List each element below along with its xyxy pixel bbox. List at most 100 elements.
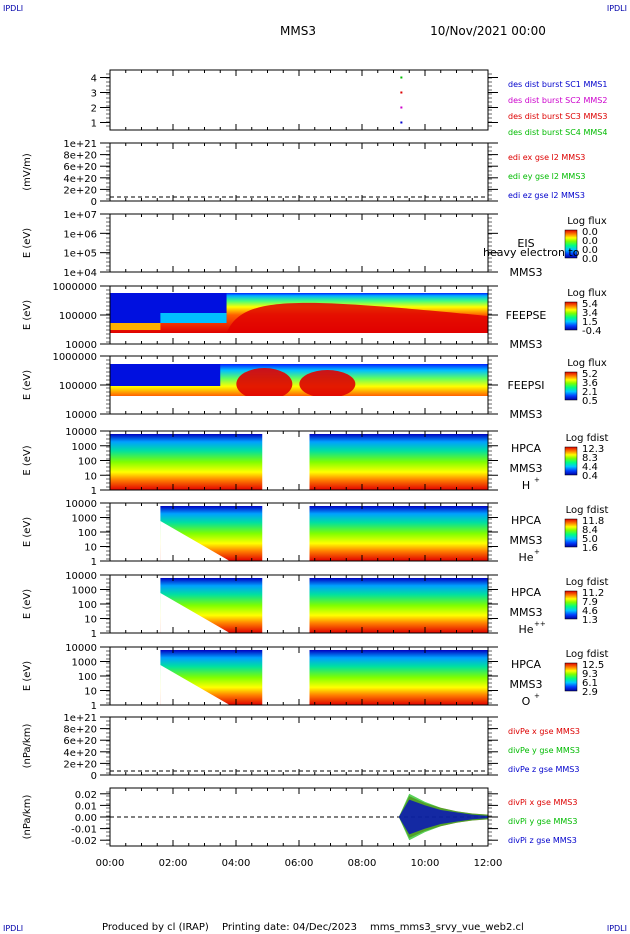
eis-colorbar-tick-label: 0.0 xyxy=(582,236,598,247)
edi-y-axis-label: (mV/m) xyxy=(22,153,33,191)
y-tick-label: 10 xyxy=(84,543,97,554)
y-tick-label: 0.00 xyxy=(75,813,97,824)
y-tick-label: 10 xyxy=(84,687,97,698)
y-tick-label: 1000 xyxy=(72,514,97,525)
y-tick-label: 1e+07 xyxy=(63,210,97,221)
feepsi-colorbar-tick-label: 0.5 xyxy=(582,396,598,407)
x-tick-label: 10:00 xyxy=(411,858,440,869)
hpca_h-instrument-label: HPCA xyxy=(511,442,542,455)
y-tick-label: 10000 xyxy=(65,410,97,421)
x-tick-label: 06:00 xyxy=(285,858,314,869)
hpca_h-species-label: H xyxy=(522,479,530,492)
corner-label-top-left: IPDLI xyxy=(3,4,24,13)
eis-overlay-text: heavy electron to xyxy=(483,246,580,259)
hpca_he2-instrument-label: HPCA xyxy=(511,586,542,599)
feepse-colorbar-tick-label: 5.4 xyxy=(582,299,598,310)
y-tick-label: 100 xyxy=(78,672,97,683)
y-tick-label: 8e+20 xyxy=(63,151,97,162)
hpca_o-instrument-label: HPCA xyxy=(511,658,542,671)
hpca_he2-low-count-wedge xyxy=(160,593,230,633)
footer-script: mms_mms3_srvy_vue_web2.cl xyxy=(370,922,524,933)
y-tick-label: 1000000 xyxy=(52,352,97,363)
hpca_he-species-label: He xyxy=(518,551,533,564)
burst-legend-entry: des dist burst SC3 MMS3 xyxy=(508,112,607,121)
hpca_he-species-charge: + xyxy=(534,548,540,556)
y-tick-label: 1000 xyxy=(72,586,97,597)
x-tick-label: 02:00 xyxy=(159,858,188,869)
y-tick-label: 100 xyxy=(78,528,97,539)
edi-legend-entry: edi ez gse l2 MMS3 xyxy=(508,191,585,200)
eis-colorbar-tick-label: 0.0 xyxy=(582,254,598,265)
edi-legend-entry: edi ey gse l2 MMS3 xyxy=(508,172,586,181)
feepsi-spacecraft-label: MMS3 xyxy=(510,408,543,421)
y-tick-label: 1 xyxy=(91,557,97,568)
y-tick-label: 100000 xyxy=(59,311,97,322)
y-tick-label: 1 xyxy=(91,119,97,130)
burst-legend-entry: des dist burst SC4 MMS4 xyxy=(508,128,607,137)
divpi-legend-entry: divPi x gse MMS3 xyxy=(508,798,577,807)
burst-legend-entry: des dist burst SC2 MMS2 xyxy=(508,96,607,105)
hpca_he-colorbar-tick-label: 11.8 xyxy=(582,516,604,527)
hpca_he-colorbar-tick-label: 1.6 xyxy=(582,543,598,554)
hpca_o-colorbar-tick-label: 12.5 xyxy=(582,660,604,671)
y-tick-label: 1e+21 xyxy=(63,713,97,724)
y-tick-label: 1e+05 xyxy=(63,249,97,260)
feepse-colorbar-gradient xyxy=(564,301,578,331)
burst-legend-entry: des dist burst SC1 MMS1 xyxy=(508,80,607,89)
feepse-colorbar-title: Log flux xyxy=(567,288,607,299)
hpca_o-spacecraft-label: MMS3 xyxy=(510,678,543,691)
burst-frame xyxy=(109,69,489,131)
feepsi-y-axis-label: E (eV) xyxy=(22,370,33,400)
y-tick-label: 1e+21 xyxy=(63,139,97,150)
feepse-high-flux-region xyxy=(226,302,489,333)
hpca_o-colorbar-tick-label: 6.1 xyxy=(582,678,598,689)
hpca_h-y-axis-label: E (eV) xyxy=(22,445,33,475)
hpca_h-colorbar-tick-label: 0.4 xyxy=(582,471,598,482)
edi-frame xyxy=(109,142,489,202)
y-tick-label: 6e+20 xyxy=(63,162,97,173)
feepse-mid-band xyxy=(160,313,227,323)
feepse-spacecraft-label: MMS3 xyxy=(510,338,543,351)
y-tick-label: 2e+20 xyxy=(63,185,97,196)
feepse-colorbar-tick-label: -0.4 xyxy=(582,326,602,337)
hpca_he-spacecraft-label: MMS3 xyxy=(510,534,543,547)
hpca_he2-colorbar-gradient xyxy=(564,590,578,620)
footer-produced-by: Produced by cl (IRAP) xyxy=(102,922,209,933)
y-tick-label: 4e+20 xyxy=(63,748,97,759)
eis-colorbar-gradient xyxy=(564,229,578,259)
divpe-y-axis-label: (nPa/km) xyxy=(22,724,33,769)
hpca_he2-colorbar-tick-label: 4.6 xyxy=(582,606,598,617)
hpca_he2-data-gap xyxy=(262,575,310,633)
y-tick-label: 1e+06 xyxy=(63,229,97,240)
y-tick-label: 4e+20 xyxy=(63,174,97,185)
y-tick-label: 1 xyxy=(91,701,97,712)
divpe-frame xyxy=(109,716,489,776)
eis-spacecraft-label: MMS3 xyxy=(510,266,543,279)
feepsi-colorbar-gradient xyxy=(564,371,578,401)
hpca_h-colorbar-title: Log fdist xyxy=(566,433,609,444)
hpca_h-data-gap xyxy=(262,431,310,490)
y-tick-label: -0.02 xyxy=(71,836,97,847)
feepsi-enhancement-2 xyxy=(299,370,356,398)
hpca_he2-species-charge: ++ xyxy=(534,620,546,628)
hpca_h-colorbar-tick-label: 4.4 xyxy=(582,462,598,473)
hpca_h-species-charge: + xyxy=(534,476,540,484)
hpca_he2-species-label: He xyxy=(518,623,533,636)
hpca_h-spacecraft-label: MMS3 xyxy=(510,462,543,475)
eis-instrument-label: EIS xyxy=(517,237,534,250)
hpca_o-species-charge: + xyxy=(534,692,540,700)
eis-y-axis-label: E (eV) xyxy=(22,228,33,258)
hpca_he2-y-axis-label: E (eV) xyxy=(22,589,33,619)
title-datetime: 10/Nov/2021 00:00 xyxy=(430,24,546,38)
y-tick-label: 1000000 xyxy=(52,282,97,293)
y-tick-label: 10000 xyxy=(65,499,97,510)
y-tick-label: 4 xyxy=(91,74,97,85)
feepse-colorbar-tick-label: 3.4 xyxy=(582,308,598,319)
burst-marker xyxy=(400,121,403,124)
y-tick-label: 0 xyxy=(91,197,97,208)
feepsi-enhancement-1 xyxy=(236,368,293,400)
burst-marker xyxy=(400,106,403,109)
hpca_o-y-axis-label: E (eV) xyxy=(22,661,33,691)
feepsi-low-flux-region xyxy=(110,364,221,386)
